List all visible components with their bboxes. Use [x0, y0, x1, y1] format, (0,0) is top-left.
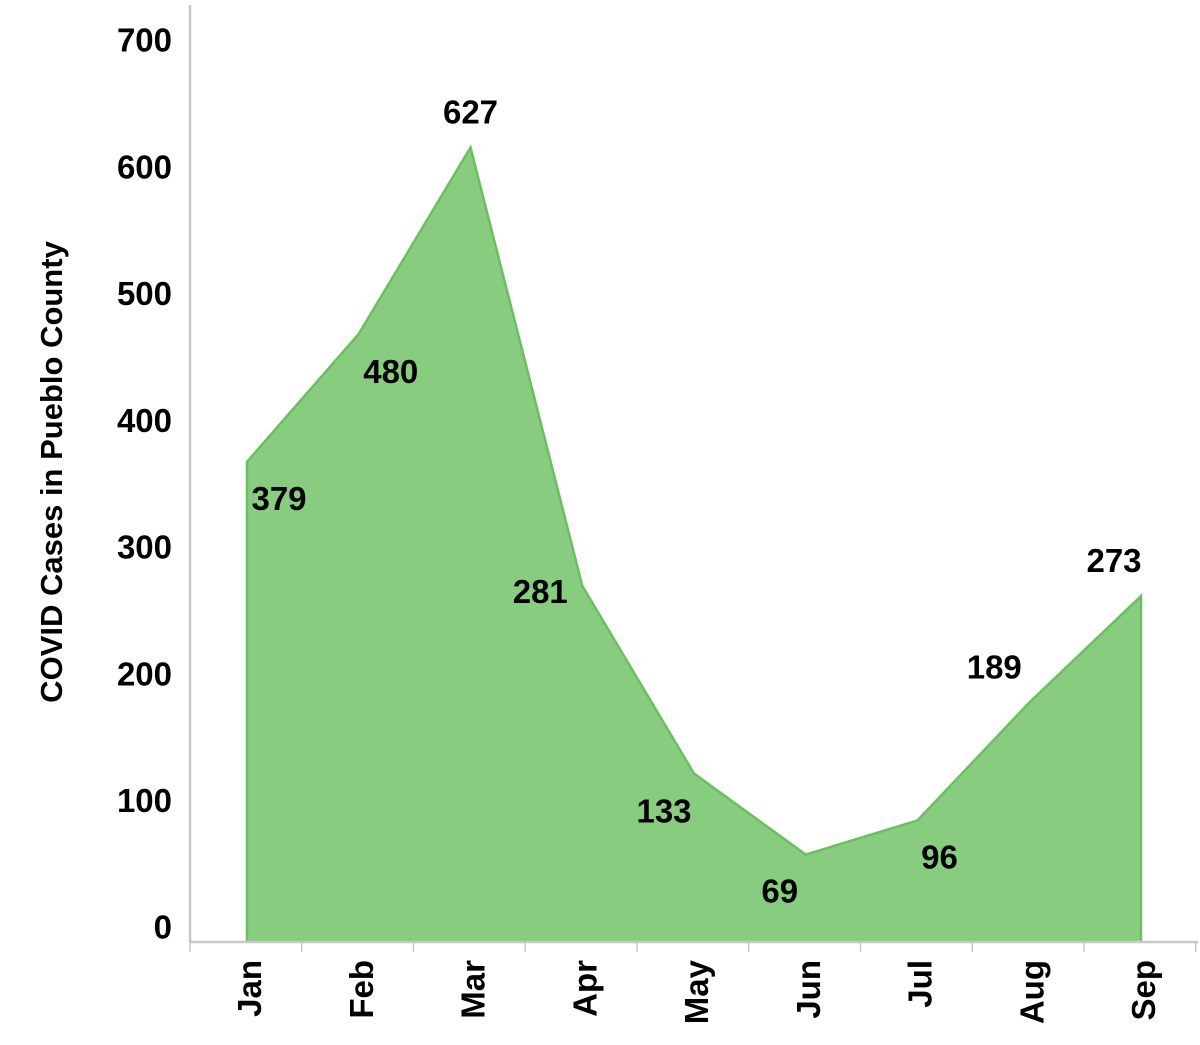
y-tick-label: 500 [117, 275, 172, 312]
x-tick-label: Sep [1125, 960, 1162, 1021]
data-labels: 379 480 627 281 133 69 96 189 273 [251, 94, 1141, 910]
y-axis-ticks: 0 100 200 300 400 500 600 700 [117, 22, 172, 946]
data-label: 480 [363, 353, 418, 390]
x-axis-ticks: Jan Feb Mar Apr May Jun Jul Aug Sep [189, 942, 1197, 1024]
y-tick-label: 300 [117, 529, 172, 566]
data-label: 133 [636, 792, 691, 829]
y-tick-label: 200 [117, 655, 172, 692]
x-tick-label: Jan [231, 960, 268, 1017]
y-tick-label: 400 [117, 402, 172, 439]
x-tick-label: Apr [566, 960, 603, 1017]
y-tick-label: 700 [117, 22, 172, 59]
area-fill [247, 147, 1141, 942]
x-tick-label: Mar [455, 960, 492, 1019]
x-tick-label: Aug [1013, 960, 1050, 1024]
x-tick-label: Jun [790, 960, 827, 1019]
y-tick-label: 0 [154, 909, 172, 946]
x-tick-label: May [678, 959, 715, 1024]
data-label: 96 [921, 838, 958, 875]
data-label: 189 [967, 649, 1022, 686]
axes [188, 5, 1198, 944]
x-tick-label: Feb [343, 960, 380, 1019]
plot-area [245, 144, 1143, 942]
data-label: 281 [513, 573, 568, 610]
area-outline [245, 144, 1143, 942]
y-tick-label: 600 [117, 148, 172, 185]
y-tick-label: 100 [117, 782, 172, 819]
data-label: 379 [251, 480, 306, 517]
x-tick-label: Jul [902, 960, 939, 1008]
data-label: 69 [761, 873, 798, 910]
data-label: 273 [1086, 542, 1141, 579]
y-axis-title: COVID Cases in Pueblo County [34, 240, 69, 702]
data-label: 627 [443, 94, 498, 131]
